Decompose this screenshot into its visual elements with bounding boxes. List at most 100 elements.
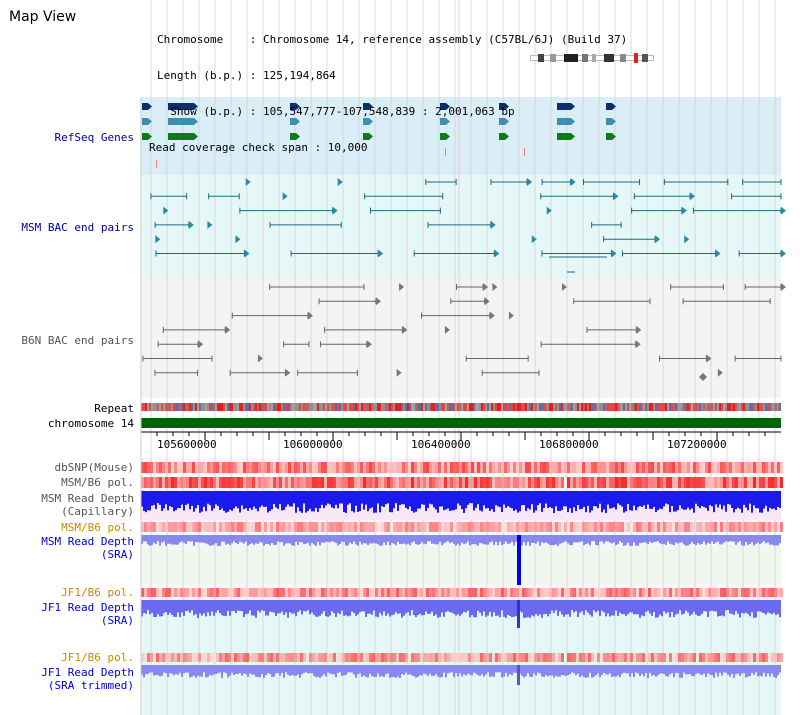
jf1-pol2-heat: [567, 653, 570, 662]
jf1-depth-trimmed: [319, 665, 321, 678]
msm-depth-sra: [637, 535, 639, 546]
jf1-depth-sra: [169, 600, 171, 613]
msm-depth-capillary: [539, 491, 541, 504]
msm-pol-heat: [642, 477, 645, 488]
msm-pol2-heat: [162, 522, 165, 532]
track-label-jf1-depth-trimmed[interactable]: JF1 Read Depth: [41, 666, 134, 679]
jf1-depth-trimmed: [369, 665, 371, 674]
msm-depth-capillary: [705, 491, 707, 508]
jf1-depth-trimmed: [381, 665, 383, 677]
msm-depth-capillary: [531, 491, 533, 505]
jf1-depth-trimmed: [365, 665, 367, 677]
msm-depth-capillary: [595, 491, 597, 507]
jf1-pol-heat: [426, 588, 429, 597]
jf1-pol-heat: [528, 588, 531, 597]
msm-pol2-heat: [159, 522, 162, 532]
msm-pol-heat: [345, 477, 348, 488]
dbsnp-heat: [336, 462, 339, 473]
jf1-pol2-heat: [702, 653, 705, 662]
jf1-pol-heat: [543, 588, 546, 597]
track-label-b6n-bac[interactable]: B6N BAC end pairs: [21, 334, 134, 347]
jf1-depth-sra: [347, 600, 349, 617]
jf1-pol2-heat: [435, 653, 438, 662]
track-label-jf1-b6-pol-2[interactable]: JF1/B6 pol.: [61, 651, 134, 664]
jf1-depth-sra: [569, 600, 571, 617]
track-label-refseq[interactable]: RefSeq Genes: [54, 131, 134, 144]
track-label-repeat[interactable]: Repeat: [94, 402, 134, 415]
track-label-msm-b6-pol-2[interactable]: MSM/B6 pol.: [61, 521, 134, 534]
jf1-pol2-heat: [396, 653, 399, 662]
track-label-jf1-b6-pol[interactable]: JF1/B6 pol.: [61, 586, 134, 599]
dbsnp-heat: [570, 462, 573, 473]
repeat-segment: [315, 403, 317, 411]
msm-depth-capillary: [411, 491, 413, 512]
jf1-pol2-heat: [357, 653, 360, 662]
msm-pol2-heat: [531, 522, 534, 532]
msm-depth-sra: [295, 535, 297, 542]
track-label-msm-b6-pol[interactable]: MSM/B6 pol.: [61, 476, 134, 489]
msm-depth-sra: [589, 535, 591, 546]
jf1-pol-heat: [771, 588, 774, 597]
jf1-pol2-heat: [774, 653, 777, 662]
jf1-depth-sra: [715, 600, 717, 612]
msm-depth-capillary: [213, 491, 215, 509]
track-label-msm-depth-sra[interactable]: MSM Read Depth: [41, 535, 134, 548]
jf1-pol-heat: [252, 588, 255, 597]
jf1-depth-trimmed: [217, 665, 219, 674]
track-label-jf1-depth-sra[interactable]: JF1 Read Depth: [41, 601, 134, 614]
msm-depth-capillary: [195, 491, 197, 509]
msm-pol2-heat: [492, 522, 495, 532]
msm-depth-sra: [777, 535, 779, 546]
msm-depth-capillary: [701, 491, 703, 507]
msm-depth-sra: [561, 535, 563, 544]
jf1-depth-trimmed: [491, 665, 493, 677]
dbsnp-heat: [165, 462, 168, 473]
dbsnp-heat: [195, 462, 198, 473]
msm-depth-capillary: [157, 491, 159, 504]
repeat-segment: [569, 403, 571, 411]
dbsnp-heat: [450, 462, 453, 473]
dbsnp-heat: [459, 462, 462, 473]
msm-depth-sra: [283, 535, 285, 546]
jf1-pol-heat: [189, 588, 192, 597]
msm-depth-sra: [213, 535, 215, 545]
dbsnp-heat: [744, 462, 747, 473]
jf1-pol-heat: [153, 588, 156, 597]
track-label-dbsnp[interactable]: dbSNP(Mouse): [54, 461, 134, 474]
jf1-depth-sra: [757, 600, 759, 612]
repeat-segment: [633, 403, 635, 411]
jf1-depth-trimmed: [581, 665, 583, 676]
jf1-pol2-heat: [213, 653, 216, 662]
msm-depth-sra: [545, 535, 547, 543]
msm-depth-capillary: [187, 491, 189, 504]
msm-depth-capillary: [645, 491, 647, 509]
jf1-depth-sra: [315, 600, 317, 617]
jf1-depth-trimmed: [361, 665, 363, 677]
msm-pol-heat: [522, 477, 525, 488]
msm-pol-heat: [474, 477, 477, 488]
jf1-depth-sra: [477, 600, 479, 611]
repeat-segment: [677, 403, 679, 411]
dbsnp-heat: [612, 462, 615, 473]
track-label-msm-depth-capillary[interactable]: MSM Read Depth: [41, 492, 134, 505]
msm-depth-capillary: [261, 491, 263, 506]
msm-pol2-heat: [261, 522, 264, 532]
msm-depth-capillary: [709, 491, 711, 506]
repeat-segment: [333, 403, 335, 411]
jf1-depth-trimmed: [203, 665, 205, 673]
map-info-panel: Chromosome : Chromosome 14, reference as…: [149, 10, 627, 178]
jf1-pol2-heat: [270, 653, 273, 662]
jf1-depth-trimmed: [249, 665, 251, 674]
msm-depth-capillary: [713, 491, 715, 513]
msm-depth-capillary: [177, 491, 179, 508]
msm-pol2-heat: [759, 522, 762, 532]
chromosome-ideogram[interactable]: [530, 53, 654, 63]
msm-pol2-heat: [636, 522, 639, 532]
jf1-depth-trimmed: [461, 665, 463, 677]
track-label-msm-bac[interactable]: MSM BAC end pairs: [21, 221, 134, 234]
repeat-segment: [733, 403, 735, 411]
jf1-depth-trimmed: [433, 665, 435, 676]
refseq-gene: [440, 103, 446, 110]
jf1-pol-heat: [618, 588, 621, 597]
repeat-segment: [759, 403, 761, 411]
